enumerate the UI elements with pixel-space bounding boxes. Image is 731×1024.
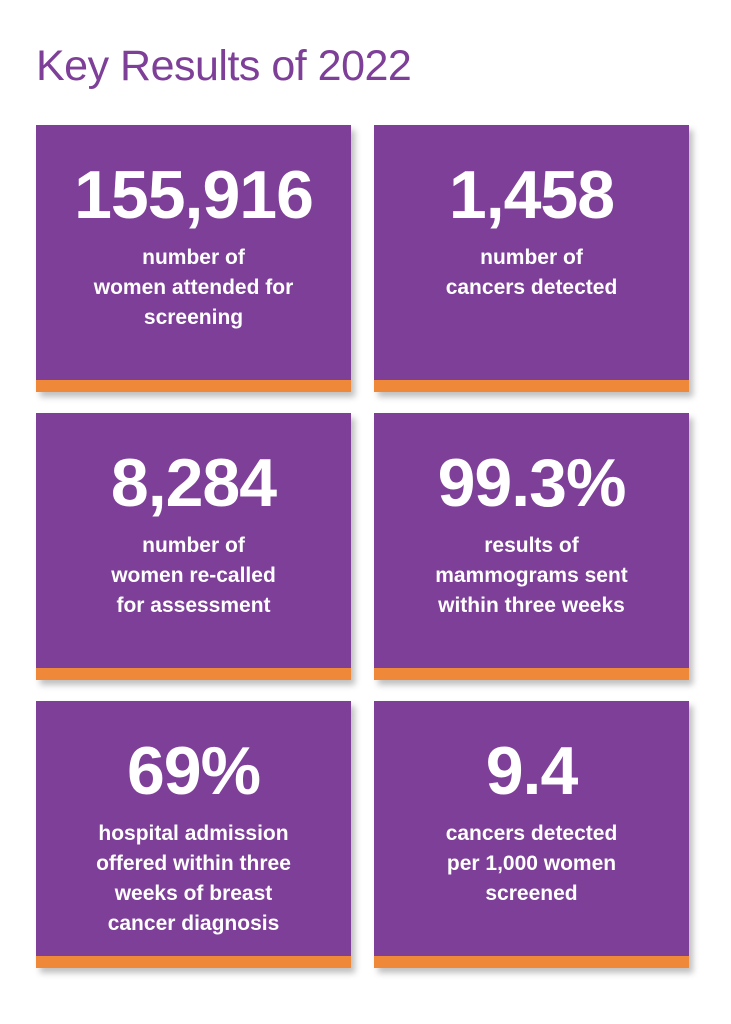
description-line: women re-called bbox=[111, 564, 276, 587]
stat-value: 1,458 bbox=[448, 157, 615, 233]
stat-card: 99.3% results of mammograms sent within thr… bbox=[374, 413, 689, 680]
description-line: for assessment bbox=[116, 594, 271, 617]
accent-bar bbox=[36, 668, 351, 680]
description-line: mammograms sent bbox=[435, 564, 628, 587]
accent-bar bbox=[374, 668, 689, 680]
description-line: hospital admission bbox=[98, 822, 289, 845]
stat-card: 8,284 number of women re-called for assessm… bbox=[36, 413, 351, 680]
description-line: weeks of breast bbox=[114, 882, 273, 905]
stat-value: 155,916 bbox=[74, 157, 314, 233]
description-line: number of bbox=[142, 246, 245, 269]
stat-description: number of cancers detected bbox=[374, 243, 689, 303]
description-line: per 1,000 women bbox=[446, 852, 617, 875]
page-title: Key Results of 2022 bbox=[36, 42, 412, 90]
description-line: within three weeks bbox=[438, 594, 625, 617]
stat-card: 155,916 number of women attended for screen… bbox=[36, 125, 351, 392]
stat-value: 69% bbox=[126, 733, 261, 809]
stat-value: 8,284 bbox=[110, 445, 277, 521]
accent-bar bbox=[36, 956, 351, 968]
description-line: cancers detected bbox=[445, 276, 618, 299]
description-line: offered within three bbox=[96, 852, 291, 875]
description-line: number of bbox=[480, 246, 583, 269]
stat-description: hospital admission offered within three we… bbox=[36, 819, 351, 939]
description-line: results of bbox=[484, 534, 579, 557]
stat-card: 69% hospital admission offered within thre… bbox=[36, 701, 351, 968]
stat-description: number of women attended for screening bbox=[36, 243, 351, 333]
stat-value: 99.3% bbox=[437, 445, 627, 521]
stat-value: 9.4 bbox=[485, 733, 579, 809]
accent-bar bbox=[36, 380, 351, 392]
description-line: screening bbox=[143, 306, 244, 329]
description-line: number of bbox=[142, 534, 245, 557]
accent-bar bbox=[374, 380, 689, 392]
stat-description: cancers detected per 1,000 women screened bbox=[374, 819, 689, 909]
description-line: cancers detected bbox=[445, 822, 618, 845]
description-line: women attended for bbox=[93, 276, 294, 299]
stat-description: results of mammograms sent within three we… bbox=[374, 531, 689, 621]
stat-card: 9.4 cancers detected per 1,000 women screen… bbox=[374, 701, 689, 968]
description-line: screened bbox=[485, 882, 578, 905]
accent-bar bbox=[374, 956, 689, 968]
stat-card: 1,458 number of cancers detected bbox=[374, 125, 689, 392]
stat-description: number of women re-called for assessment bbox=[36, 531, 351, 621]
description-line: cancer diagnosis bbox=[107, 912, 280, 935]
